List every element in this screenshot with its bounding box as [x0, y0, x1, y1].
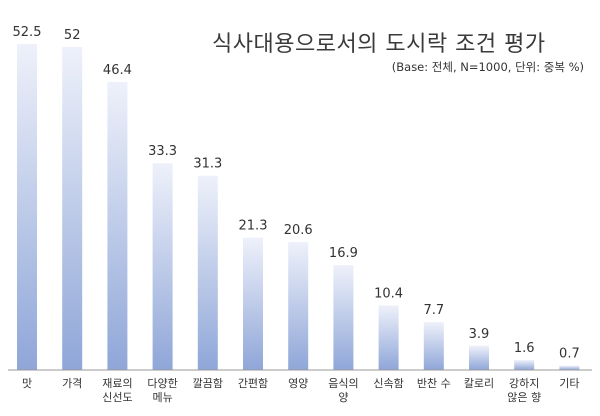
bar	[17, 44, 37, 370]
bar	[333, 265, 354, 370]
bar-value-label: 3.9	[469, 327, 490, 342]
bar-value-label: 52	[64, 28, 81, 43]
bar-value-label: 33.3	[148, 144, 177, 159]
bar-value-label: 0.7	[559, 347, 580, 362]
bar	[559, 365, 580, 370]
category-label: 기타	[559, 377, 579, 390]
category-label: 않은 향	[507, 391, 541, 404]
bar	[243, 237, 263, 370]
bar-value-label: 52.5	[13, 25, 42, 40]
bar	[152, 163, 173, 370]
chart-title: 식사대용으로서의 도시락 조건 평가	[212, 32, 546, 57]
bar	[469, 345, 489, 370]
bar	[107, 81, 128, 371]
bar-value-label: 7.7	[423, 303, 444, 318]
category-label: 신속함	[373, 377, 403, 390]
category-label: 영양	[288, 377, 308, 390]
category-label: 음식의	[328, 377, 358, 390]
bar	[288, 242, 309, 370]
category-label: 메뉴	[152, 391, 172, 404]
chart-subtitle: (Base: 전체, N=1000, 단위: 중복 %)	[391, 60, 584, 74]
category-label: 칼로리	[464, 377, 494, 390]
category-label: 양	[338, 391, 348, 404]
bar	[378, 305, 399, 370]
bar-value-label: 1.6	[514, 341, 535, 356]
bar	[423, 322, 444, 370]
bar-value-label: 46.4	[103, 63, 132, 78]
bar-value-label: 31.3	[193, 157, 222, 172]
bar	[514, 360, 535, 370]
category-label: 재료의	[102, 377, 132, 390]
category-label: 다양한	[147, 377, 177, 390]
category-label: 신선도	[102, 391, 132, 404]
category-label: 가격	[62, 377, 82, 390]
bar-value-label: 10.4	[374, 286, 403, 301]
category-label: 깔끔함	[193, 376, 223, 390]
bar-value-label: 20.6	[284, 223, 313, 238]
category-label: 맛	[22, 377, 32, 390]
category-label: 간편함	[238, 377, 268, 390]
category-label: 강하지	[509, 376, 539, 390]
bar-value-label: 16.9	[329, 246, 358, 261]
bar	[197, 175, 218, 370]
bar	[62, 47, 83, 370]
bar-value-label: 21.3	[239, 219, 268, 234]
category-label: 반찬 수	[417, 376, 451, 390]
